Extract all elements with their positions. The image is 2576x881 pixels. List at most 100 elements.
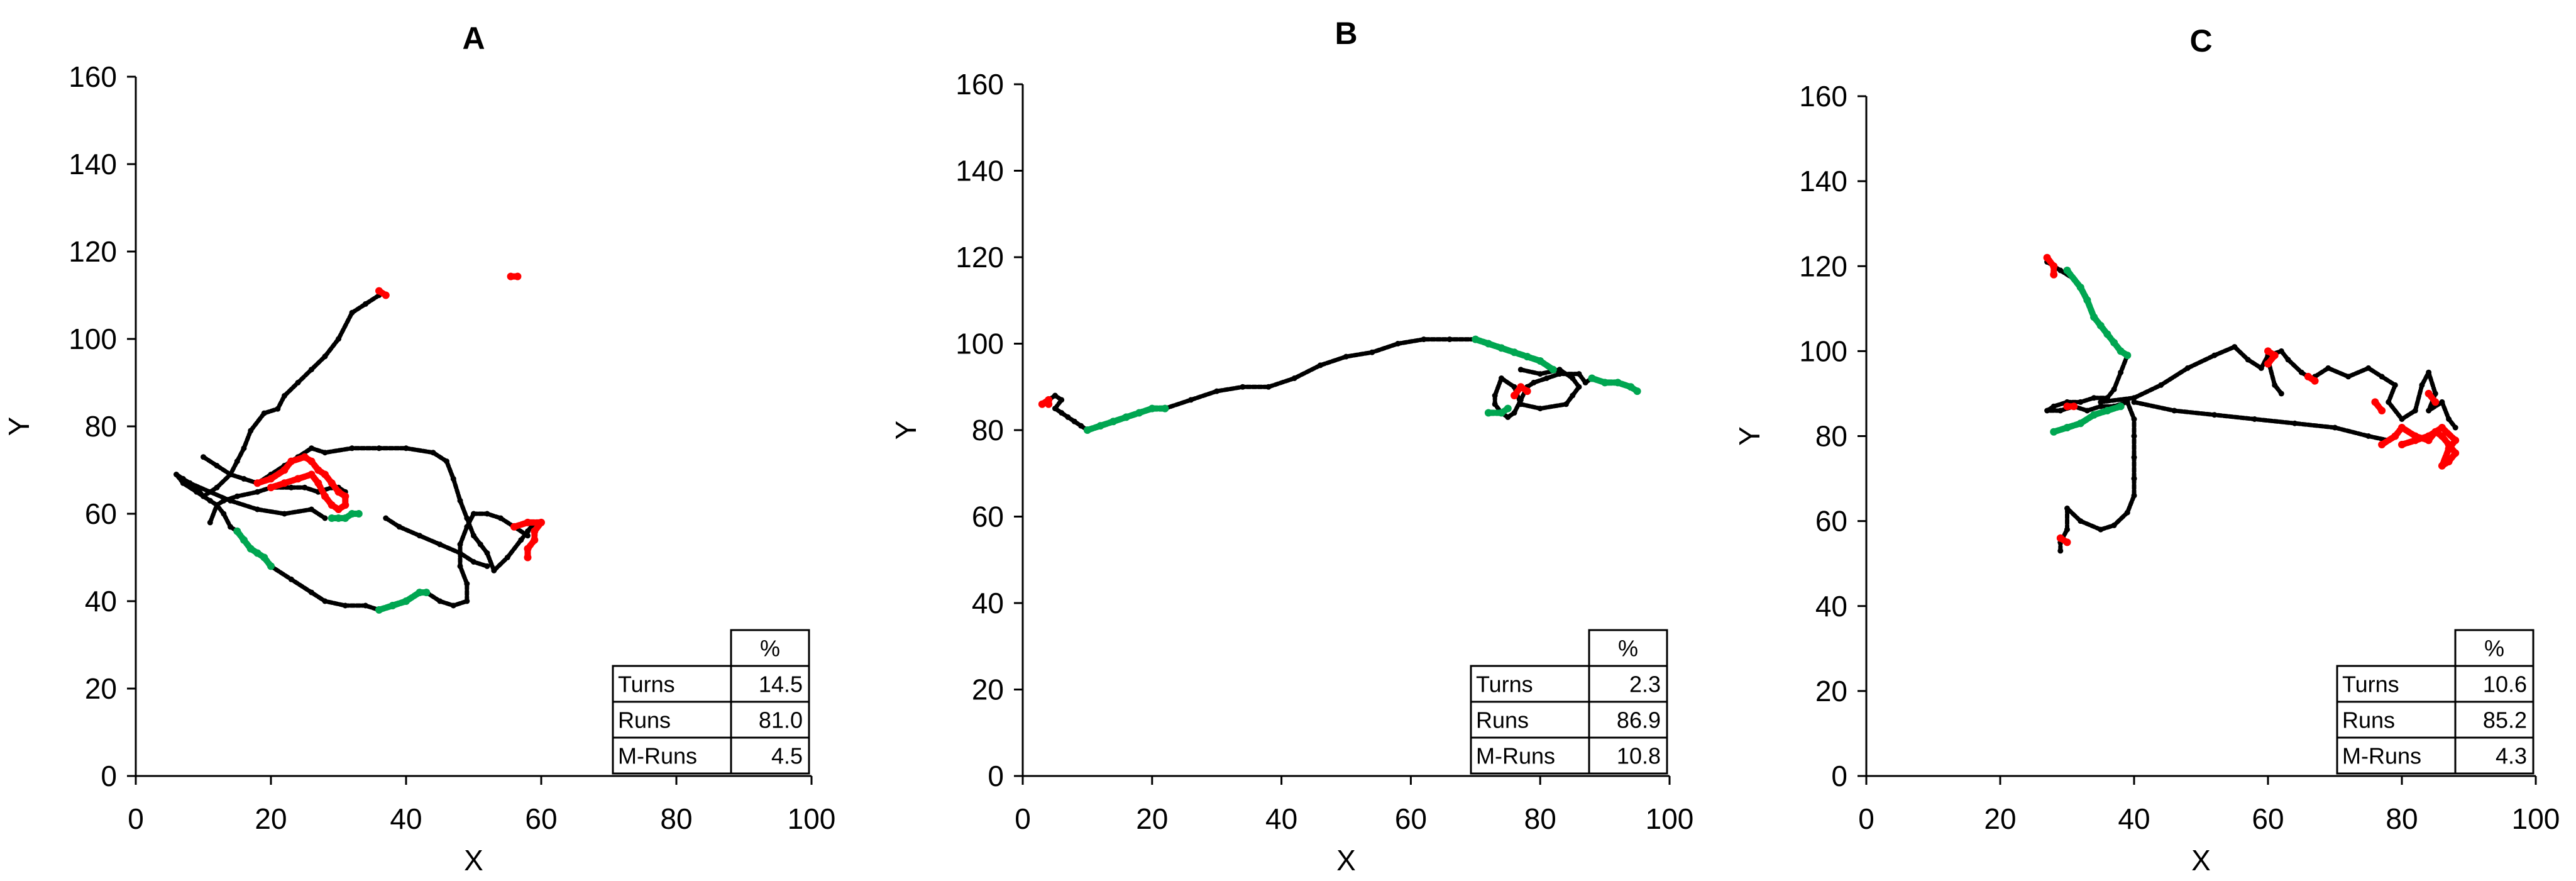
table-row-value: 86.9 bbox=[1617, 707, 1661, 733]
track-point-turns bbox=[1517, 383, 1525, 391]
track-point-turns bbox=[510, 523, 518, 531]
y-tick-label: 160 bbox=[69, 60, 117, 93]
table-value-cell bbox=[2454, 665, 2535, 703]
track-point-runs bbox=[1052, 392, 1058, 399]
track-point-runs bbox=[2399, 416, 2405, 422]
y-tick-label: 40 bbox=[1815, 590, 1847, 623]
y-tick-label: 120 bbox=[69, 235, 117, 268]
track-point-turns bbox=[321, 492, 329, 501]
track-point-turns bbox=[524, 553, 532, 562]
track-point-runs bbox=[1059, 410, 1065, 416]
track-point-runs bbox=[248, 428, 254, 434]
track-point-turns bbox=[341, 501, 350, 509]
track-point-turns bbox=[1523, 387, 1531, 396]
y-tick-label: 140 bbox=[955, 155, 1004, 187]
track-point-runs bbox=[383, 515, 389, 521]
table-row-label: M-Runs bbox=[618, 743, 697, 769]
track-point-runs bbox=[201, 454, 206, 460]
track-point-m-runs bbox=[328, 514, 336, 522]
track-point-runs bbox=[2412, 407, 2418, 414]
track-point-turns bbox=[307, 457, 316, 465]
table-row-label: Turns bbox=[618, 672, 675, 697]
chart-title: B bbox=[1335, 16, 1357, 51]
track-point-runs bbox=[207, 519, 213, 526]
track-point-runs bbox=[2292, 420, 2298, 426]
track-point-runs bbox=[2044, 407, 2050, 414]
track-point-turns bbox=[524, 518, 532, 526]
x-tick-label: 20 bbox=[255, 802, 287, 835]
table-label-cell bbox=[2336, 701, 2457, 739]
track-point-m-runs bbox=[2090, 411, 2098, 419]
track-point-runs bbox=[477, 541, 483, 548]
track-point-runs bbox=[2158, 382, 2164, 388]
x-axis-label: X bbox=[464, 844, 483, 877]
track-point-m-runs bbox=[2110, 338, 2118, 346]
track-point-runs bbox=[2091, 395, 2097, 401]
table-row-value: 14.5 bbox=[759, 672, 803, 697]
y-tick-label: 160 bbox=[955, 68, 1004, 101]
table-label-cell bbox=[1470, 701, 1590, 739]
track-point-m-runs bbox=[2123, 352, 2132, 360]
panel-b: B 0 20 40 60 80 100 120 140 160 0 20 40 60 80 100 X Y% Tur… bbox=[889, 16, 1693, 877]
track-point-runs bbox=[322, 598, 328, 604]
x-tick-label: 60 bbox=[1395, 802, 1427, 835]
track-point-runs bbox=[2365, 365, 2372, 371]
track-point-runs bbox=[349, 445, 355, 452]
track-point-turns bbox=[1045, 400, 1053, 408]
track-point-runs bbox=[2131, 399, 2137, 405]
track-point-runs bbox=[1537, 371, 1543, 377]
track-point-m-runs bbox=[1109, 418, 1118, 426]
track-point-runs bbox=[2078, 518, 2084, 524]
track-point-runs bbox=[1446, 336, 1453, 343]
track-point-runs bbox=[464, 524, 470, 530]
x-tick-label: 80 bbox=[660, 802, 692, 835]
track-point-runs bbox=[1059, 397, 1065, 403]
track-segment-runs bbox=[2313, 365, 2458, 430]
x-tick-label: 20 bbox=[1136, 802, 1168, 835]
track-point-m-runs bbox=[2063, 424, 2071, 431]
track-point-m-runs bbox=[1122, 413, 1130, 421]
table-row-label: Runs bbox=[618, 707, 671, 733]
track-point-runs bbox=[2392, 382, 2398, 388]
track-point-runs bbox=[214, 484, 220, 490]
track-point-runs bbox=[2131, 492, 2137, 499]
track-point-runs bbox=[1214, 388, 1220, 394]
track-point-runs bbox=[450, 602, 456, 609]
y-tick-label: 80 bbox=[85, 410, 117, 443]
track-point-turns bbox=[294, 475, 302, 483]
track-point-turns bbox=[524, 545, 532, 553]
track-point-runs bbox=[180, 480, 186, 486]
y-tick-label: 140 bbox=[1799, 165, 1847, 197]
track-point-runs bbox=[2258, 365, 2264, 371]
track-point-runs bbox=[2098, 403, 2104, 409]
track-point-runs bbox=[261, 410, 267, 416]
track-point-m-runs bbox=[233, 527, 241, 535]
track-point-turns bbox=[2043, 253, 2051, 262]
track-point-runs bbox=[2379, 374, 2385, 380]
track-point-m-runs bbox=[1484, 340, 1492, 348]
track-point-runs bbox=[457, 497, 463, 504]
table-header-cell bbox=[1588, 629, 1668, 667]
track-point-runs bbox=[214, 463, 220, 468]
track-point-runs bbox=[241, 445, 247, 452]
track-point-m-runs bbox=[388, 602, 397, 609]
track-point-turns bbox=[334, 488, 343, 496]
track-point-m-runs bbox=[1511, 348, 1518, 357]
x-axis-label: X bbox=[1336, 844, 1356, 877]
table-label-cell bbox=[1470, 665, 1590, 703]
table-value-cell bbox=[1588, 736, 1668, 775]
y-tick-label: 100 bbox=[69, 323, 117, 355]
track-point-m-runs bbox=[1161, 404, 1169, 413]
track-point-m-runs bbox=[402, 597, 410, 605]
track-point-m-runs bbox=[2083, 296, 2091, 304]
track-segment-runs bbox=[2045, 353, 2137, 553]
track-point-runs bbox=[363, 602, 368, 609]
y-tick-label: 120 bbox=[1799, 250, 1847, 282]
track-point-runs bbox=[2211, 412, 2218, 418]
track-point-runs bbox=[187, 480, 193, 486]
track-point-runs bbox=[282, 511, 287, 517]
track-point-turns bbox=[267, 484, 275, 492]
track-point-runs bbox=[1517, 367, 1524, 373]
track-point-runs bbox=[1576, 371, 1582, 377]
table-value-cell bbox=[1588, 665, 1668, 703]
